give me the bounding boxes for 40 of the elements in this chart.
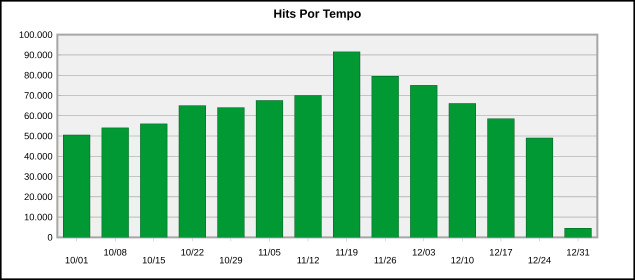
y-tick-label: 100.000: [20, 31, 52, 38]
y-tick-label: 50.000: [24, 132, 52, 140]
bar: [410, 85, 438, 238]
x-tick-label: 10/15: [142, 256, 166, 264]
y-tick-label: 60.000: [24, 112, 52, 120]
bar: [294, 95, 322, 238]
y-tick-label: 0: [48, 234, 52, 241]
x-tick-label: 10/01: [66, 256, 88, 264]
x-tick-label: 10/29: [220, 256, 242, 264]
bar: [564, 228, 592, 238]
y-tick-label: 80.000: [24, 72, 52, 78]
y-tick-label: 70.000: [24, 92, 52, 99]
bar: [102, 128, 129, 238]
chart-title: Hits Por Tempo: [274, 9, 361, 20]
x-tick-label: 12/24: [528, 256, 551, 264]
bar: [333, 52, 360, 238]
x-tick-label: 12/10: [451, 256, 474, 264]
y-tick-label: 90.000: [24, 52, 52, 58]
x-tick-label: 10/08: [104, 248, 126, 256]
bar: [526, 138, 553, 238]
y-tick-label: 10.000: [24, 214, 52, 220]
x-tick-label: 11/12: [297, 256, 319, 264]
x-tick-label: 12/03: [412, 248, 436, 256]
x-tick-label: 11/26: [374, 256, 396, 264]
bar: [256, 100, 283, 238]
bar: [449, 104, 476, 238]
x-tick-label: 11/05: [258, 248, 280, 256]
x-tick-label: 10/22: [181, 248, 204, 256]
y-tick-label: 40.000: [24, 152, 52, 160]
bar: [218, 108, 244, 238]
bar: [179, 106, 206, 238]
x-tick-label: 11/19: [336, 248, 358, 256]
bar: [488, 118, 514, 238]
bar: [63, 134, 90, 238]
x-tick-label: 12/31: [567, 248, 590, 256]
bar: [372, 76, 399, 238]
x-tick-label: 12/17: [490, 248, 512, 256]
bar: [140, 124, 168, 238]
y-tick-label: 20.000: [24, 194, 52, 200]
y-tick-label: 30.000: [24, 173, 52, 180]
